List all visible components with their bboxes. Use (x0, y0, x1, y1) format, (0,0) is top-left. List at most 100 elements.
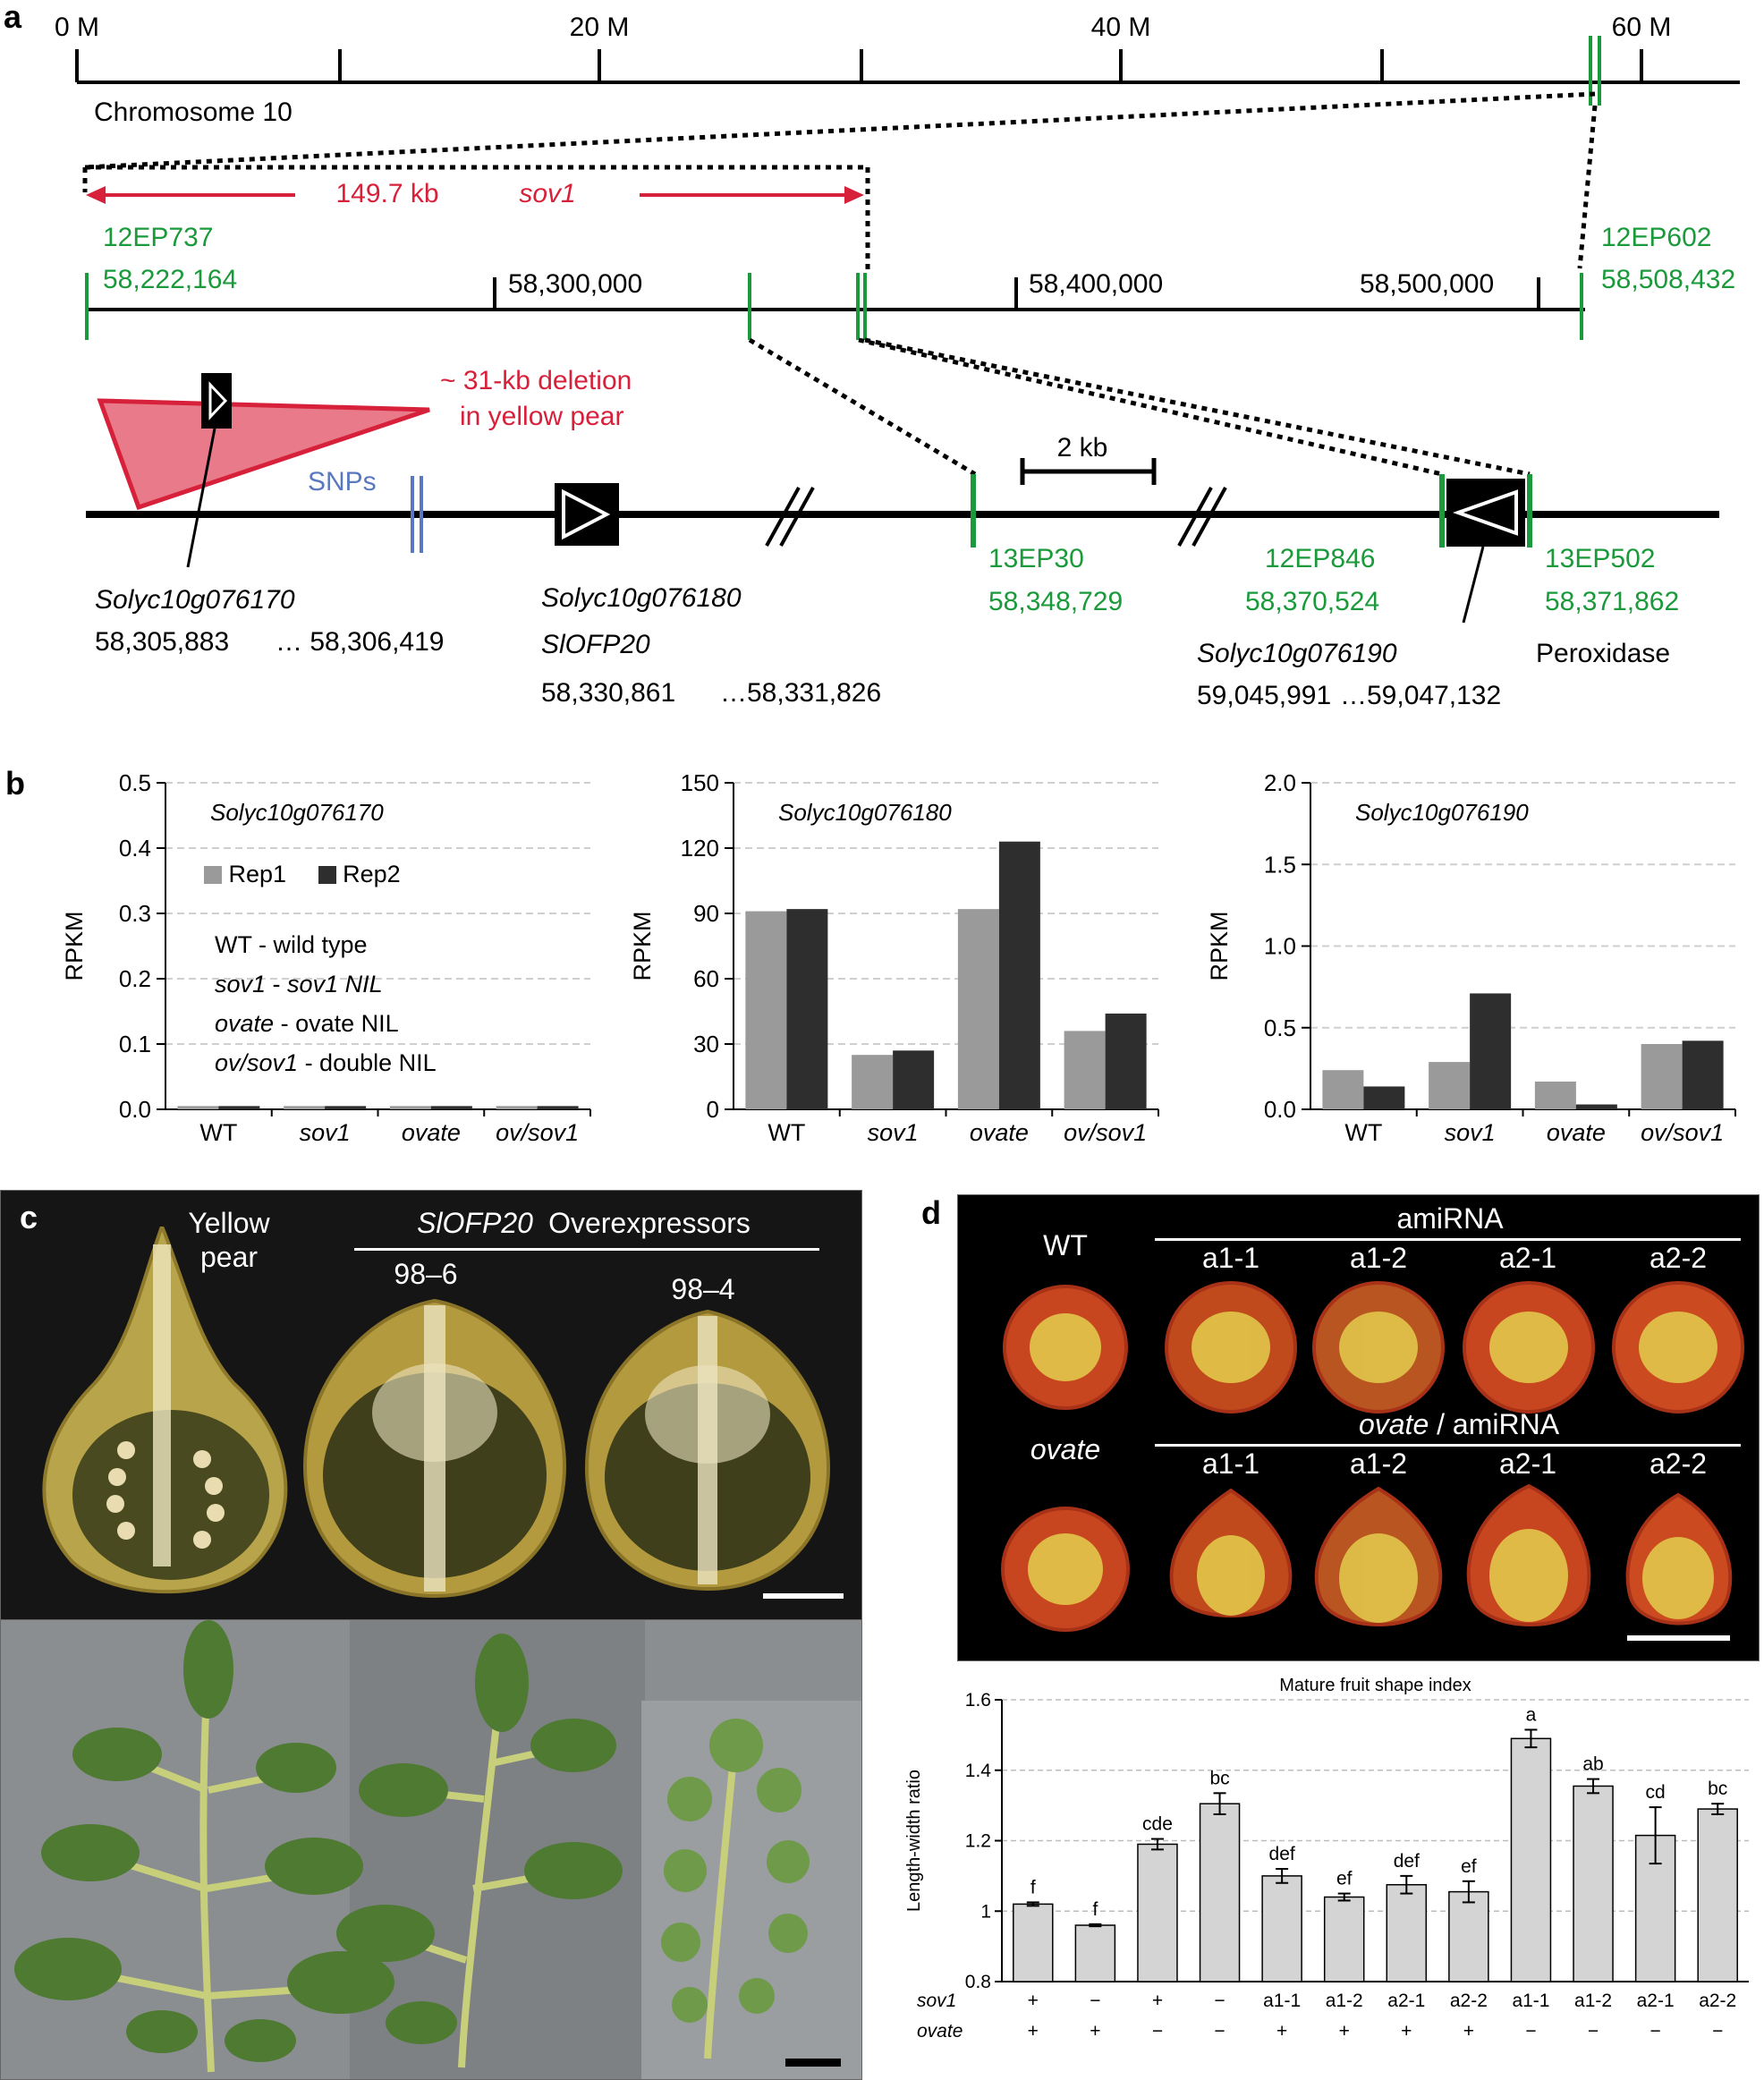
right-marker-pos: 58,508,432 (1601, 265, 1735, 294)
row-label-ovate: ovate (917, 2021, 963, 2042)
label-wt: WT (1043, 1229, 1088, 1261)
label-ovate-amirna: ovate / amiRNA (1358, 1408, 1560, 1440)
y-tick-label: 1.5 (1264, 851, 1296, 878)
bar-rep1-ovate (957, 909, 999, 1109)
significance-letter: bc (1708, 1779, 1727, 1799)
sov1-genotype: a1-2 (1326, 1991, 1363, 2011)
interval-size-label: 149.7 kb (335, 179, 438, 208)
ovate-genotype: + (1463, 2021, 1474, 2042)
deletion-triangle (97, 398, 430, 511)
sov1-genotype: + (1152, 1991, 1163, 2011)
y-tick-label: 2.0 (1264, 769, 1296, 796)
label-a1-2-top: a1-2 (1349, 1242, 1408, 1274)
bar-rep1-ov/sov1 (1641, 1044, 1683, 1109)
panel-label-a: a (4, 0, 22, 35)
left-marker-pos: 58,222,164 (103, 265, 237, 294)
bar-6 (1323, 1896, 1365, 1982)
x-tick-label: WT (199, 1119, 237, 1146)
panel-label-c: c (20, 1199, 38, 1235)
bar-8 (1448, 1890, 1489, 1982)
gene-180-start: 58,330,861 (541, 678, 675, 708)
chrom-tick-40: 40 M (1091, 13, 1151, 42)
bar-rep2-ovate (998, 841, 1040, 1109)
label-98-4: 98–4 (671, 1273, 735, 1305)
chart-solyc10g076180: 0 30 60 90 120 150 RPKM Solyc10g076180 WT sov1 ova… (629, 769, 1159, 1146)
gene-170-id: Solyc10g076170 (95, 585, 295, 615)
y-tick-label: 1 (980, 1901, 991, 1922)
scale-tick-1: 58,300,000 (508, 269, 642, 299)
significance-letter: bc (1209, 1768, 1229, 1788)
chart-solyc10g076170: 0.0 0.1 0.2 0.3 0.4 0.5 RPKM Solyc10g076170 WT so… (61, 769, 591, 1146)
y-tick-label: 0.3 (119, 900, 151, 927)
ovate-genotype: − (1650, 2021, 1660, 2042)
gene-map-figure: 0 M 20 M 40 M 60 M Chromosome 10 149.7 k… (55, 13, 1740, 710)
marker-13EP30-pos: 58,348,729 (988, 587, 1123, 616)
label-slofp20: SlOFP20 (417, 1207, 533, 1239)
marker-13EP30-name: 13EP30 (988, 544, 1084, 573)
bar-5 (1261, 1875, 1302, 1982)
bar-rep1-WT (745, 911, 787, 1109)
y-tick-label: 1.0 (1264, 933, 1296, 960)
sov1-genotype: − (1090, 1991, 1100, 2011)
label-a1-2-bottom: a1-2 (1349, 1448, 1408, 1480)
bar-rep1-sov1 (852, 1055, 894, 1109)
significance-letter: def (1394, 1851, 1420, 1872)
snps-label: SNPs (308, 467, 377, 497)
y-tick-label: 0.8 (965, 1972, 991, 1992)
scale-bar-leaf-c (785, 2059, 841, 2067)
bar-rep2-ov/sov1 (1105, 1013, 1147, 1109)
marker-13EP502-pos: 58,371,862 (1545, 587, 1679, 616)
bar-rep1-WT (177, 1106, 219, 1109)
significance-letter: f (1030, 1877, 1036, 1897)
y-axis-label: RPKM (61, 911, 88, 981)
ovate-genotype: − (1712, 2021, 1723, 2042)
significance-letter: ab (1582, 1754, 1603, 1775)
bar-rep2-ov/sov1 (537, 1106, 579, 1109)
bar-4 (1199, 1803, 1241, 1982)
bar-rep2-WT (786, 909, 828, 1109)
ovate-genotype: + (1028, 2021, 1039, 2042)
sov1-genotype: − (1214, 1991, 1225, 2011)
bar-9 (1510, 1737, 1552, 1982)
y-axis-label: RPKM (1206, 911, 1233, 981)
ovate-genotype: + (1090, 2021, 1100, 2042)
y-tick-label: 30 (693, 1031, 719, 1057)
x-tick-label: ov/sov1 (1064, 1119, 1147, 1146)
ovate-genotype: − (1588, 2021, 1599, 2042)
scale-bar-fruit-c (763, 1593, 844, 1599)
scale-tick-2: 58,400,000 (1029, 269, 1163, 299)
x-tick-label: WT (768, 1119, 805, 1146)
row-label-sov1: sov1 (917, 1991, 956, 2011)
x-tick-label: ov/sov1 (1641, 1119, 1724, 1146)
bar-rep2-sov1 (1470, 993, 1512, 1109)
y-tick-label: 120 (681, 835, 719, 862)
y-tick-label: 150 (681, 769, 719, 796)
y-tick-label: 0.4 (119, 835, 151, 862)
ovate-genotype: − (1525, 2021, 1536, 2042)
sov1-genotype: a2-1 (1387, 1991, 1425, 2011)
gene-170-end: … 58,306,419 (276, 627, 444, 657)
scale-bar-d (1627, 1635, 1730, 1641)
amirna-rule (1155, 1238, 1741, 1241)
bar-rep2-WT (1363, 1086, 1405, 1109)
scale-bar-label: 2 kb (1057, 433, 1108, 463)
y-tick-label: 1.4 (965, 1761, 992, 1781)
bar-rep2-ov/sov1 (1682, 1040, 1724, 1109)
bar-rep2-ovate (1575, 1104, 1617, 1109)
bar-rep2-WT (218, 1106, 260, 1109)
ovate-genotype: − (1152, 2021, 1163, 2042)
significance-letter: def (1269, 1844, 1295, 1864)
left-marker-name: 12EP737 (103, 223, 213, 252)
gene-190-start: 59,045,991 (1197, 681, 1331, 710)
gene-190-alias: Peroxidase (1536, 639, 1670, 668)
bar-2 (1074, 1924, 1116, 1982)
bar-1 (1013, 1903, 1054, 1982)
bar-rep2-sov1 (325, 1106, 367, 1109)
gene-180-end: …58,331,826 (720, 678, 881, 708)
y-tick-label: 1.2 (965, 1831, 991, 1852)
bar-10 (1573, 1785, 1614, 1982)
sov1-genotype: a2-1 (1637, 1991, 1675, 2011)
sov1-genotype: + (1028, 1991, 1039, 2011)
sov1-genotype: a2-2 (1450, 1991, 1488, 2011)
significance-letter: a (1526, 1704, 1537, 1725)
